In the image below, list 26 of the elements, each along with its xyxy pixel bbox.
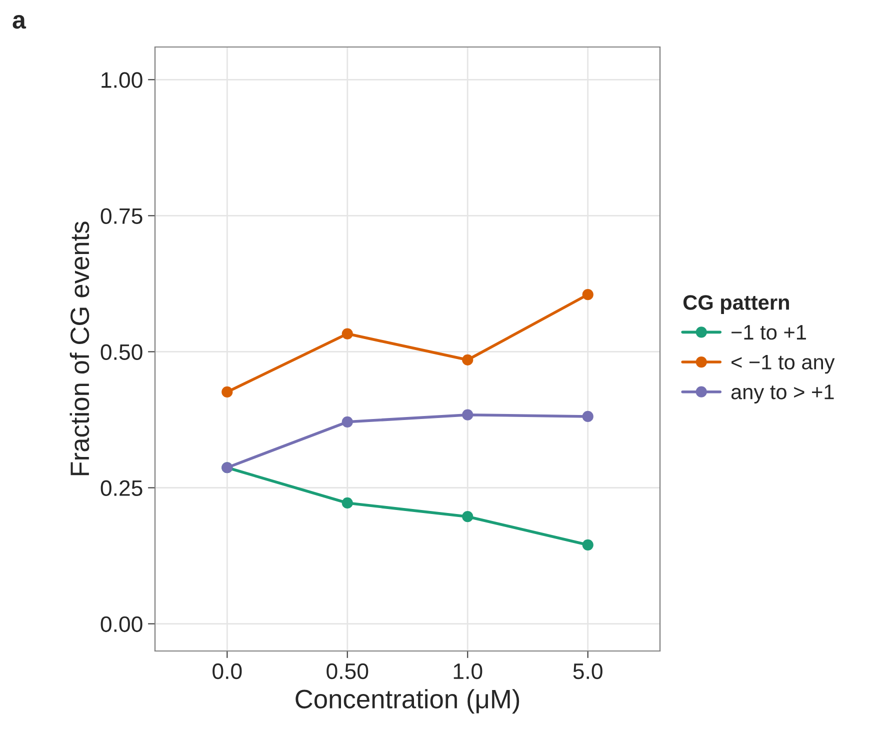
point — [342, 497, 353, 509]
point — [582, 539, 594, 550]
x-tick-label: 0.50 — [326, 663, 368, 680]
point — [582, 410, 594, 422]
x-tick-label: 0.0 — [212, 663, 242, 680]
y-tick-label: 0.00 — [100, 616, 142, 632]
legend-label: < −1 to any — [732, 354, 835, 374]
point — [342, 328, 353, 340]
point — [582, 289, 594, 300]
point — [342, 416, 353, 428]
x-axis-title: Concentration (μM) — [296, 689, 520, 714]
legend-title: CG pattern — [683, 295, 789, 314]
x-tick-label: 5.0 — [573, 663, 602, 680]
chart-title: a — [12, 15, 26, 29]
point — [462, 409, 474, 420]
y-tick-label: 0.50 — [100, 344, 142, 360]
point — [222, 386, 233, 398]
x-tick-label: 1.0 — [454, 663, 482, 680]
y-axis-title: Fraction of CG events — [70, 222, 90, 476]
y-tick-label: 0.25 — [100, 480, 142, 496]
legend-label: −1 to +1 — [732, 325, 806, 340]
y-tick-label: 0.75 — [100, 208, 142, 224]
y-tick-label: 1.00 — [102, 72, 142, 88]
legend-label: any to > +1 — [731, 384, 834, 404]
point — [462, 511, 474, 522]
point — [462, 354, 474, 366]
